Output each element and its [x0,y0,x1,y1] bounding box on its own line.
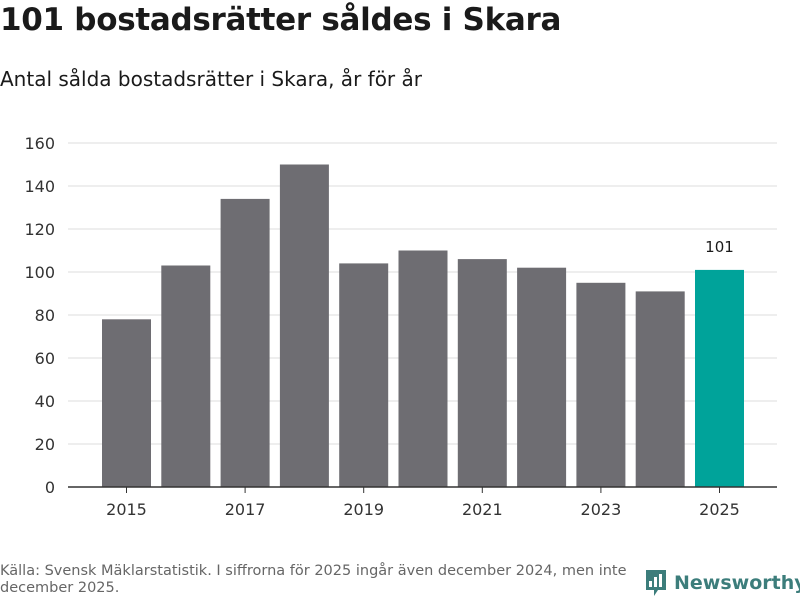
chart-title: 101 bostadsrätter såldes i Skara [0,2,562,38]
y-tick-label-0: 0 [45,478,55,497]
y-axis-ticks: 0 20 40 60 80 100 120 140 160 [24,134,55,497]
y-tick-label-80: 80 [35,306,55,325]
bar-2024 [635,291,685,487]
brand-name: Newsworthy [674,572,800,594]
chart-subtitle: Antal sålda bostadsrätter i Skara, år fö… [0,67,422,91]
x-tick-label-2017: 2017 [225,500,266,519]
y-tick-label-40: 40 [35,392,55,411]
x-tick-label-2015: 2015 [106,500,147,519]
y-tick-label-120: 120 [24,220,55,239]
bar-2018 [279,164,329,487]
brand-logo: Newsworthy [644,568,800,598]
y-tick-label-160: 160 [24,134,55,153]
x-tick-label-2021: 2021 [462,500,503,519]
bar-2022 [517,267,567,487]
y-tick-label-60: 60 [35,349,55,368]
bar-2019 [339,263,389,487]
data-label-2025: 101 [705,238,734,256]
x-tick-label-2023: 2023 [581,500,622,519]
x-tick-label-2025: 2025 [699,500,740,519]
bar-2020 [398,250,448,487]
x-axis: 2015 2017 2019 2021 2023 2025 [68,486,777,519]
source-note: Källa: Svensk Mäklarstatistik. I siffror… [0,563,627,596]
bars [102,164,744,488]
y-tick-label-100: 100 [24,263,55,282]
bar-2017 [220,198,270,487]
bar-2023 [576,282,626,488]
bar-2021 [457,259,507,487]
bar-2015 [102,319,151,487]
y-tick-label-140: 140 [24,177,55,196]
data-labels: 101 [705,238,734,256]
x-tick-label-2019: 2019 [343,500,384,519]
bar-2025 [695,269,744,487]
y-tick-label-20: 20 [35,435,55,454]
newsworthy-logo-icon [646,570,666,596]
bar-2016 [161,265,211,487]
